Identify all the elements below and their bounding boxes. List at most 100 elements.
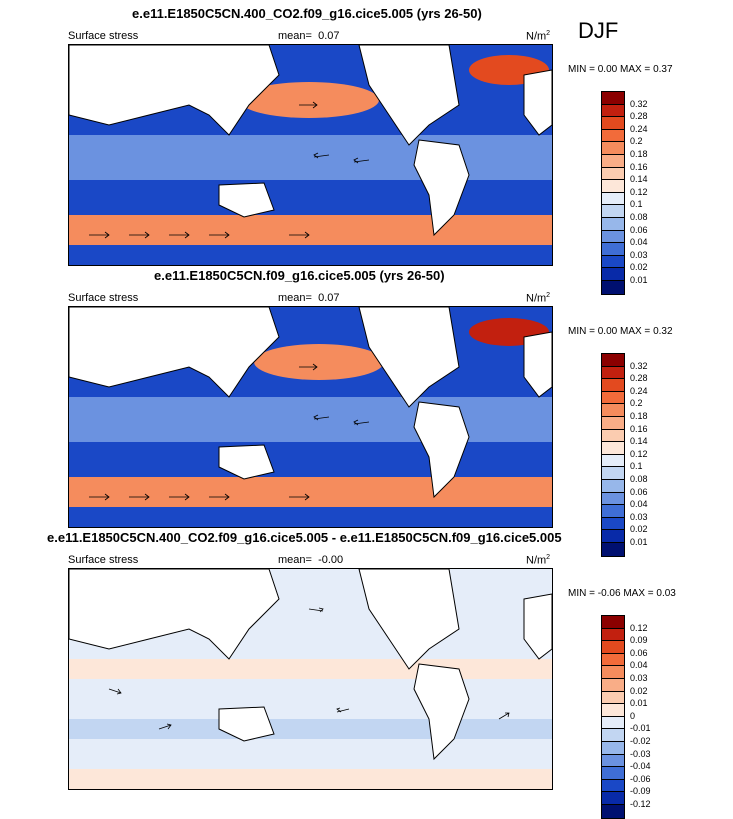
colorbar-tick-label: 0.06 bbox=[630, 224, 648, 235]
panel-2-mean-value: 0.07 bbox=[318, 292, 340, 304]
colorbar-swatch bbox=[602, 792, 624, 805]
panel-3-map bbox=[68, 568, 553, 790]
colorbar-swatch bbox=[602, 280, 624, 294]
panel-2-min-label: MIN = bbox=[568, 326, 595, 337]
colorbar-tick-label: 0.28 bbox=[630, 373, 648, 384]
colorbar-swatch bbox=[602, 492, 624, 506]
colorbar-tick-label: 0.03 bbox=[630, 511, 648, 522]
panel-2-mean-label: mean= bbox=[278, 292, 312, 304]
colorbar-swatch bbox=[602, 454, 624, 468]
colorbar-tick-label: 0.06 bbox=[630, 647, 648, 658]
colorbar-tick-label: 0.04 bbox=[630, 237, 648, 248]
panel-1-map bbox=[68, 44, 553, 266]
colorbar-swatch bbox=[602, 505, 624, 518]
panel-2-map-svg bbox=[69, 307, 552, 527]
colorbar-tick-label: -0.06 bbox=[630, 773, 651, 784]
colorbar-swatch bbox=[602, 691, 624, 705]
colorbar-tick-label: 0.24 bbox=[630, 123, 648, 134]
colorbar-tick-label: 0.2 bbox=[630, 398, 643, 409]
panel-1-units-text: N/m bbox=[526, 30, 547, 43]
wind-stress-vectors bbox=[89, 363, 370, 501]
panel-1-variable-label: Surface stress bbox=[68, 30, 139, 42]
panel-3-title: e.e11.E1850C5CN.400_CO2.f09_g16.cice5.00… bbox=[47, 530, 562, 545]
panel-2-units: N/m2 bbox=[526, 292, 550, 305]
colorbar-tick-label: 0.04 bbox=[630, 499, 648, 510]
colorbar-tick-label: -0.09 bbox=[630, 786, 651, 797]
panel-3-units-sup: 2 bbox=[546, 554, 551, 561]
colorbar-swatch bbox=[602, 678, 624, 692]
colorbar-swatch bbox=[602, 741, 624, 755]
panel-3-units: N/m2 bbox=[526, 554, 550, 567]
colorbar-swatch bbox=[602, 416, 624, 430]
panel-1-max-label: MAX = bbox=[619, 64, 651, 75]
colorbar-swatch bbox=[602, 366, 624, 380]
colorbar-swatch bbox=[602, 142, 624, 155]
panel-3-map-svg bbox=[69, 569, 552, 789]
tropical-band bbox=[69, 397, 552, 442]
colorbar-tick-label: 0.12 bbox=[630, 622, 648, 633]
tropical-band bbox=[69, 135, 552, 180]
wind-stress-anomaly-vectors bbox=[108, 607, 510, 730]
colorbar-swatch bbox=[602, 268, 624, 281]
panel-1-map-svg bbox=[69, 45, 552, 265]
colorbar-tick-label: 0.32 bbox=[630, 98, 648, 109]
colorbar-swatch bbox=[602, 479, 624, 493]
colorbar-swatch bbox=[602, 467, 624, 480]
colorbar-swatch bbox=[602, 767, 624, 780]
colorbar-tick-label: 0.24 bbox=[630, 385, 648, 396]
colorbar-tick-label: -0.01 bbox=[630, 723, 651, 734]
panel-2-mean: mean= 0.07 bbox=[278, 292, 340, 304]
panel-1-units-sup: 2 bbox=[546, 30, 551, 37]
colorbar-swatch bbox=[602, 192, 624, 206]
colorbar-tick-label: 0.02 bbox=[630, 262, 648, 273]
north-pacific-high-stress bbox=[239, 82, 379, 118]
panel-3-mean-label: mean= bbox=[278, 554, 312, 566]
panel-2-title: e.e11.E1850C5CN.f09_g16.cice5.005 (yrs 2… bbox=[154, 268, 445, 283]
colorbar-swatch bbox=[602, 542, 624, 556]
colorbar-swatch bbox=[602, 205, 624, 218]
panel-3-min-max: MIN = -0.06 MAX = 0.03 bbox=[568, 588, 676, 599]
panel-1-title: e.e11.E1850C5CN.400_CO2.f09_g16.cice5.00… bbox=[132, 6, 482, 21]
colorbar-swatch bbox=[602, 729, 624, 742]
colorbar-tick-label: -0.12 bbox=[630, 799, 651, 809]
colorbar-swatch bbox=[602, 230, 624, 244]
wind-stress-vectors bbox=[89, 101, 370, 239]
colorbar-swatch bbox=[602, 754, 624, 768]
colorbar-swatch bbox=[602, 779, 624, 793]
colorbar-swatch bbox=[602, 653, 624, 667]
colorbar-swatch bbox=[602, 243, 624, 256]
land-masses bbox=[69, 307, 552, 499]
panel-2-units-sup: 2 bbox=[546, 292, 551, 299]
colorbar-swatch bbox=[602, 217, 624, 231]
colorbar-swatch bbox=[602, 704, 624, 717]
panel-2-min-value: 0.00 bbox=[597, 326, 618, 337]
panel-3-max-value: 0.03 bbox=[656, 588, 676, 599]
panel-1-mean-value: 0.07 bbox=[318, 30, 340, 42]
colorbar-swatch bbox=[602, 429, 624, 443]
panel-1-min-label: MIN = bbox=[568, 64, 595, 75]
panel-1-colorbar bbox=[601, 91, 625, 295]
north-pacific-high-stress bbox=[254, 344, 384, 380]
panel-3-mean-value: -0.00 bbox=[318, 554, 344, 566]
panel-1-units: N/m2 bbox=[526, 30, 550, 43]
panel-1-min-max: MIN = 0.00 MAX = 0.37 bbox=[568, 64, 673, 75]
panel-1-mean: mean= 0.07 bbox=[278, 30, 340, 42]
colorbar-swatch bbox=[602, 154, 624, 168]
colorbar-swatch bbox=[602, 167, 624, 181]
colorbar-tick-label: 0.03 bbox=[630, 673, 648, 683]
negative-anomaly-band bbox=[69, 719, 552, 739]
panel-1-max-value: 0.37 bbox=[653, 64, 673, 75]
colorbar-swatch bbox=[602, 117, 624, 130]
colorbar-swatch bbox=[602, 379, 624, 392]
colorbar-swatch bbox=[602, 641, 624, 654]
positive-anomaly-band bbox=[69, 659, 552, 679]
colorbar-tick-label: 0.02 bbox=[630, 685, 648, 696]
land-masses bbox=[69, 45, 552, 237]
colorbar-tick-label: 0.04 bbox=[630, 660, 648, 671]
land-masses bbox=[69, 569, 552, 761]
colorbar-swatch bbox=[602, 255, 624, 269]
colorbar-tick-label: 0.06 bbox=[630, 486, 648, 497]
southern-westerlies-band bbox=[69, 215, 552, 245]
colorbar-swatch bbox=[602, 716, 624, 730]
colorbar-tick-label: -0.04 bbox=[630, 761, 651, 772]
